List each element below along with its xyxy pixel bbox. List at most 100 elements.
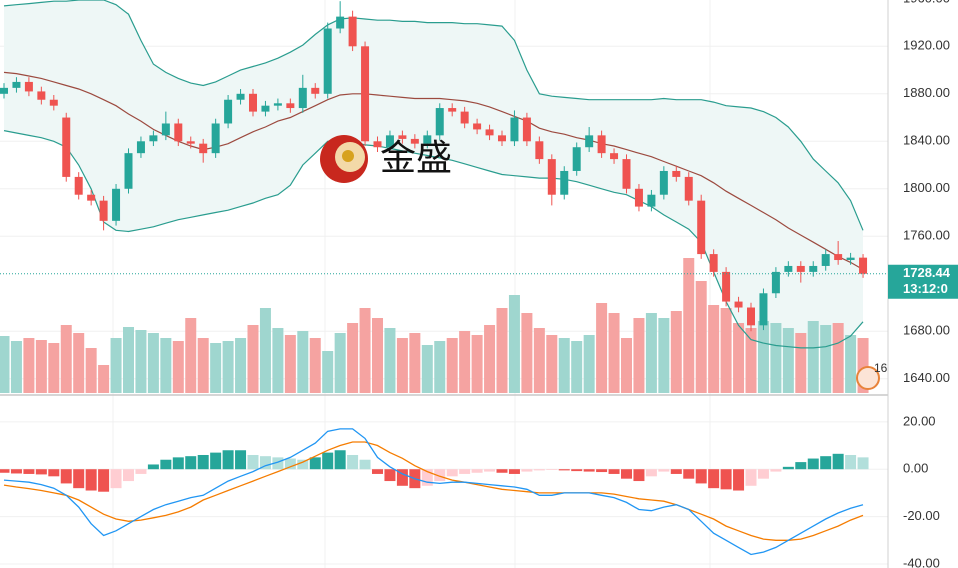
volume-bar [583,335,595,393]
histogram-bar [845,454,857,470]
event-icon [856,366,880,390]
countdown: 13:12:0 [903,281,948,296]
candle-body [572,147,581,171]
volume-bar [782,328,794,393]
histogram-bar [396,469,408,486]
histogram-bar [284,458,296,470]
candle-body [522,117,531,142]
candle-body [0,87,8,94]
histogram-bar [807,458,819,470]
volume-bar [757,321,769,393]
histogram-bar [185,456,197,470]
volume-bar [284,335,296,393]
histogram-bar [359,459,371,470]
candle-body [62,117,71,177]
candle-body [435,108,444,136]
volume-bar [235,338,247,393]
candle-body [385,135,394,148]
candle-body [834,254,843,261]
candle-body [560,170,569,195]
histogram-bar [508,469,520,474]
volume-bar [845,335,857,393]
watermark: 金盛 [380,138,452,179]
histogram-bar [471,469,483,473]
histogram-bar [857,457,869,470]
histogram-bar [172,457,184,470]
y-tick-label: 1760.00 [903,228,950,243]
histogram-bar [10,469,22,474]
histogram-bar [795,462,807,470]
histogram-bar [496,469,508,473]
candle-body [622,159,631,189]
volume-bar [596,303,608,393]
candle-body [771,271,780,294]
candle-body [547,159,556,195]
histogram-bar [733,469,745,491]
histogram-bar [160,459,172,470]
volume-bar [160,338,172,393]
volume-bar [832,323,844,393]
volume-bar [35,340,47,393]
volume-bar [608,313,620,393]
candle-body [199,143,208,154]
candle-body [273,103,282,106]
volume-bar [857,338,869,393]
macd-line [3,428,864,556]
candle-body [74,176,83,195]
histogram-bar [521,469,533,472]
y-tick-label: 1840.00 [903,133,950,148]
volume-bar [0,336,10,393]
candle-body [796,265,805,272]
volume-bar [471,335,483,393]
candle-body [136,141,145,154]
volume-bar [23,338,35,393]
candle-body [236,93,245,100]
volume-bar [484,325,496,393]
volume-bar [309,338,321,393]
candle-body [759,293,768,326]
last-price-label: 1728.44 [903,265,951,280]
histogram-bar [670,469,682,474]
volume-bar [272,328,284,393]
histogram-bar [720,469,732,490]
candle-body [659,170,668,195]
histogram-bar [708,469,720,489]
y-tick-label: 0.00 [903,461,928,476]
candle-body [585,135,594,148]
candle-body [697,200,706,255]
candle-body [747,307,755,326]
volume-bar [409,333,421,393]
volume-bar [670,311,682,393]
candle-body [784,265,793,272]
volume-bar [459,331,471,393]
candle-body [373,141,382,148]
volume-bar [521,313,533,393]
histogram-bar [334,450,346,470]
y-tick-label: 20.00 [903,413,936,428]
y-tick-label: -40.00 [903,555,940,568]
candle-body [423,135,432,144]
volume-bar [658,318,670,393]
candle-body [734,301,743,308]
histogram-bar [222,450,234,470]
candle-body [809,265,818,272]
volume-bar [135,330,147,393]
volume-bar [60,325,72,393]
volume-bar [10,341,22,393]
histogram-bar [558,469,570,471]
band-fill [4,0,863,348]
volume-bar [733,323,745,393]
volume-bar [708,305,720,393]
histogram-bar [533,469,545,471]
histogram-bar [85,469,97,491]
bollinger-middle [3,71,864,271]
histogram-bar [645,469,657,477]
volume-bar [322,351,334,393]
y-tick-label: 1960.00 [903,0,950,5]
candle-body [709,254,718,272]
histogram-bar [770,469,782,472]
volume-bar [807,321,819,393]
y-tick-label: 1880.00 [903,85,950,100]
candle-body [410,138,419,144]
